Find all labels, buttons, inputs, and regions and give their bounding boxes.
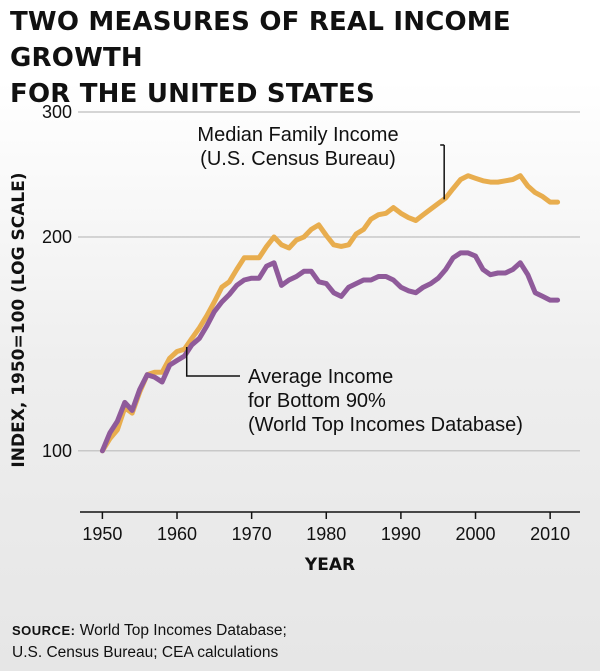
chart-title: TWO MEASURES OF REAL INCOME GROWTH FOR T… bbox=[10, 4, 595, 112]
average-annotation-leader bbox=[185, 347, 240, 377]
average-annotation-line: (World Top Incomes Database) bbox=[248, 414, 523, 436]
median-family-income-line bbox=[99, 173, 561, 454]
y-tick-labels: 100 200 300 bbox=[42, 102, 72, 461]
y-tick-label: 100 bbox=[42, 441, 72, 461]
y-tick-label: 200 bbox=[42, 227, 72, 247]
average-annotation-line: for Bottom 90% bbox=[248, 390, 386, 412]
y-axis-label: INDEX, 1950=100 (LOG SCALE) bbox=[9, 172, 29, 467]
y-tick-label: 300 bbox=[42, 102, 72, 122]
line-chart: 100 200 300 1950 1960 1970 1980 1990 2000 2010 M… bbox=[9, 102, 580, 575]
source-label: SOURCE: bbox=[12, 623, 76, 638]
x-axis: 1950 1960 1970 1980 1990 2000 2010 bbox=[80, 511, 580, 544]
average-annotation-text: Average Income for Bottom 90% (World Top I… bbox=[248, 366, 523, 436]
average-income-bottom-90-line bbox=[99, 250, 561, 454]
x-tick-label: 1970 bbox=[232, 524, 272, 544]
chart-title-line-1: TWO MEASURES OF REAL INCOME GROWTH bbox=[10, 7, 511, 73]
x-tick-label: 1960 bbox=[157, 524, 197, 544]
annotations: Median Family Income (U.S. Census Bureau)… bbox=[185, 124, 523, 436]
average-annotation-line: Average Income bbox=[248, 366, 393, 388]
x-tick-label: 1990 bbox=[381, 524, 421, 544]
median-annotation-line: (U.S. Census Bureau) bbox=[200, 148, 396, 170]
source-line-1: World Top Incomes Database; bbox=[79, 622, 287, 639]
x-axis-label: YEAR bbox=[304, 555, 355, 575]
median-annotation-line: Median Family Income bbox=[197, 124, 398, 146]
source-line-2: U.S. Census Bureau; CEA calculations bbox=[12, 644, 279, 661]
x-tick-label: 1950 bbox=[82, 524, 122, 544]
x-tick-label: 2010 bbox=[530, 524, 570, 544]
median-annotation-text: Median Family Income (U.S. Census Bureau) bbox=[197, 124, 398, 170]
chart-title-line-2: FOR THE UNITED STATES bbox=[10, 79, 375, 109]
x-tick-label: 1980 bbox=[306, 524, 346, 544]
series-lines bbox=[99, 173, 561, 454]
source-note: SOURCE: World Top Incomes Database; U.S.… bbox=[12, 620, 287, 664]
x-tick-label: 2000 bbox=[455, 524, 495, 544]
